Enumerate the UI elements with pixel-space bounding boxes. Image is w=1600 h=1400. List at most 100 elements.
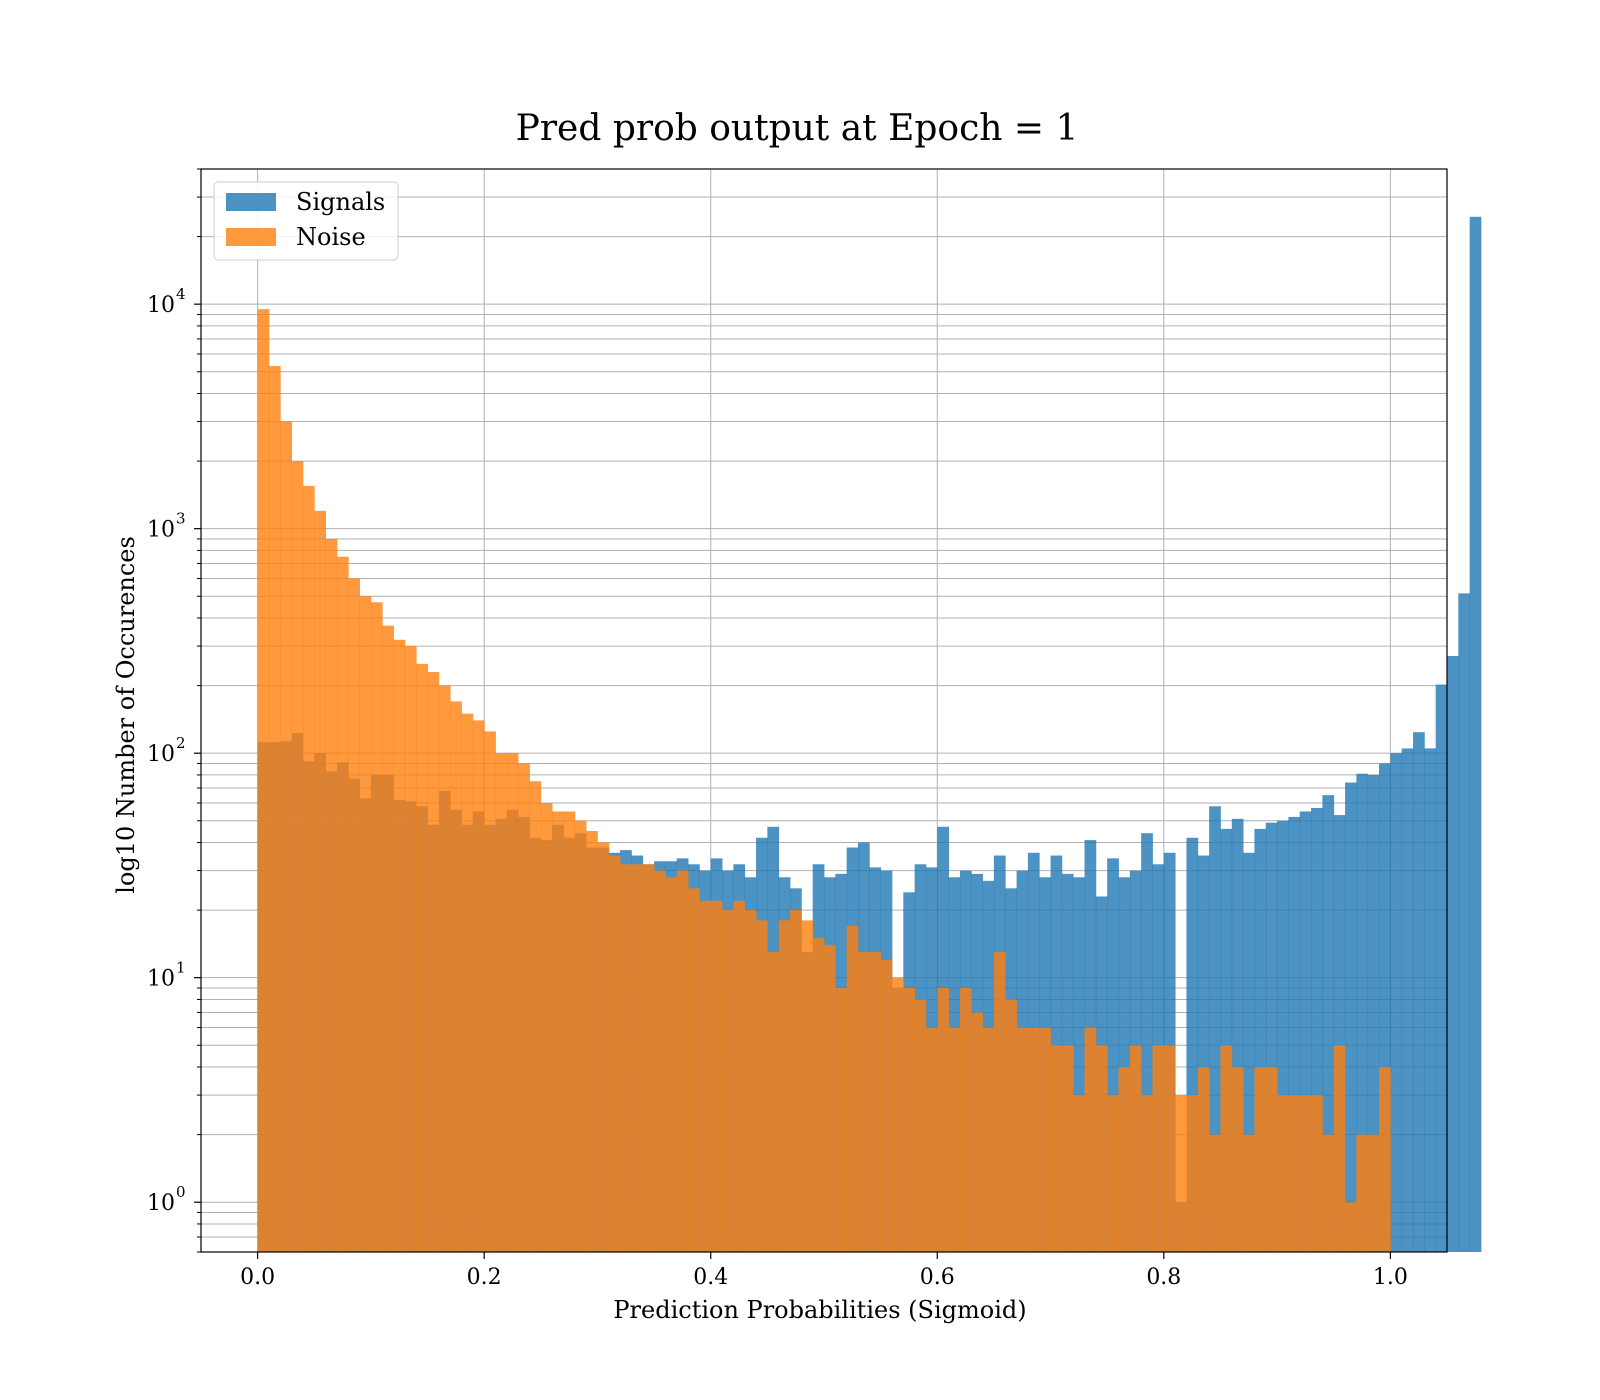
bar-noise: [1152, 1045, 1165, 1252]
x-tick-label: 0.8: [1146, 1265, 1181, 1290]
bar-noise: [880, 959, 893, 1252]
bar-noise: [1084, 1027, 1097, 1252]
bar-noise: [1073, 1095, 1085, 1252]
bar-noise: [1254, 1067, 1267, 1252]
bar-noise: [1345, 1202, 1357, 1252]
bar-noise: [778, 920, 791, 1252]
x-tick-label: 0.4: [693, 1265, 728, 1290]
bar-noise: [1095, 1045, 1108, 1252]
bar-noise: [540, 802, 553, 1252]
bar-noise: [291, 461, 304, 1253]
bar-noise: [563, 811, 576, 1252]
bar-signals: [1277, 820, 1289, 1252]
bar-noise: [993, 952, 1006, 1252]
bar-noise: [438, 685, 451, 1252]
bar-signals: [1390, 753, 1403, 1252]
bar-signals: [1435, 684, 1448, 1252]
series-noise: [257, 309, 1391, 1253]
bar-noise: [744, 910, 757, 1252]
bar-noise: [925, 1027, 938, 1252]
bar-noise: [903, 987, 916, 1252]
bar-noise: [1311, 1095, 1323, 1252]
bar-signals: [1118, 877, 1131, 1252]
bar-noise: [484, 731, 496, 1252]
bar-signals: [1356, 773, 1369, 1252]
bar-noise: [518, 763, 530, 1252]
bar-noise: [586, 831, 598, 1252]
bar-noise: [620, 864, 632, 1252]
x-axis-label: Prediction Probabilities (Sigmoid): [613, 1296, 1026, 1324]
bar-noise: [1299, 1095, 1312, 1252]
bar-noise: [1186, 1095, 1199, 1252]
bar-noise: [597, 842, 610, 1252]
y-tick-label: 10: [147, 518, 175, 543]
bar-signals: [1073, 877, 1085, 1252]
bar-signals: [1209, 806, 1221, 1252]
bar-noise: [733, 900, 746, 1252]
bar-noise: [608, 855, 621, 1252]
bar-noise: [1005, 999, 1017, 1252]
chart-title: Pred prob output at Epoch = 1: [516, 108, 1079, 149]
bar-noise: [348, 578, 360, 1252]
y-tick-exponent: 0: [176, 1183, 186, 1201]
y-tick-exponent: 1: [176, 959, 186, 977]
bar-noise: [676, 870, 689, 1252]
bar-signals: [1186, 837, 1199, 1252]
bar-signals: [1265, 822, 1278, 1252]
bar-noise: [790, 910, 802, 1252]
y-tick-exponent: 4: [176, 285, 186, 303]
bar-noise: [1265, 1067, 1278, 1252]
bar-noise: [1322, 1134, 1335, 1252]
bar-noise: [812, 938, 825, 1252]
bar-noise: [404, 646, 417, 1252]
bar-signals: [1424, 748, 1437, 1252]
bar-signals: [1243, 852, 1255, 1252]
bar-noise: [688, 888, 700, 1252]
x-tick-label: 0.0: [240, 1265, 275, 1290]
bar-noise: [472, 720, 485, 1252]
legend: Signals Noise: [213, 181, 399, 261]
bar-signals: [1220, 828, 1233, 1252]
bar-noise: [450, 701, 462, 1252]
bar-signals: [1367, 774, 1380, 1252]
bar-signals: [1299, 811, 1312, 1252]
bar-noise: [1118, 1067, 1131, 1252]
legend-label-noise: Noise: [296, 223, 366, 251]
bar-noise: [314, 510, 326, 1252]
bar-noise: [1356, 1134, 1369, 1252]
x-tick-label: 0.6: [920, 1265, 955, 1290]
bar-noise: [370, 602, 383, 1252]
bar-noise: [495, 753, 508, 1252]
bar-noise: [574, 820, 587, 1252]
bar-noise: [937, 987, 949, 1252]
bar-noise: [552, 811, 564, 1252]
bar-noise: [767, 952, 780, 1252]
bar-noise: [529, 781, 542, 1252]
bar-noise: [1197, 1067, 1210, 1252]
bar-signals: [1107, 858, 1119, 1252]
bar-noise: [1050, 1045, 1063, 1252]
bar-signals: [1311, 807, 1323, 1252]
y-tick-exponent: 3: [176, 510, 186, 528]
bar-signals: [1447, 655, 1459, 1252]
x-axis-ticks: 0.0 0.2 0.4 0.6 0.8 1.0: [240, 1252, 1408, 1290]
bar-noise: [257, 309, 270, 1252]
bar-signals: [1458, 593, 1471, 1252]
bar-noise: [891, 977, 904, 1252]
bar-noise: [336, 556, 349, 1252]
bar-noise: [1231, 1067, 1244, 1252]
bar-signals: [1379, 763, 1391, 1252]
legend-swatch-signals: [226, 193, 276, 211]
bar-noise: [1379, 1067, 1391, 1252]
legend-swatch-noise: [226, 228, 276, 246]
bar-noise: [971, 1012, 983, 1252]
bar-noise: [416, 663, 428, 1252]
bar-noise: [824, 944, 836, 1252]
bar-noise: [835, 987, 848, 1252]
bar-noise: [1277, 1095, 1289, 1252]
y-tick-label: 10: [147, 967, 175, 992]
bar-signals: [1197, 855, 1210, 1252]
bar-noise: [722, 910, 734, 1252]
